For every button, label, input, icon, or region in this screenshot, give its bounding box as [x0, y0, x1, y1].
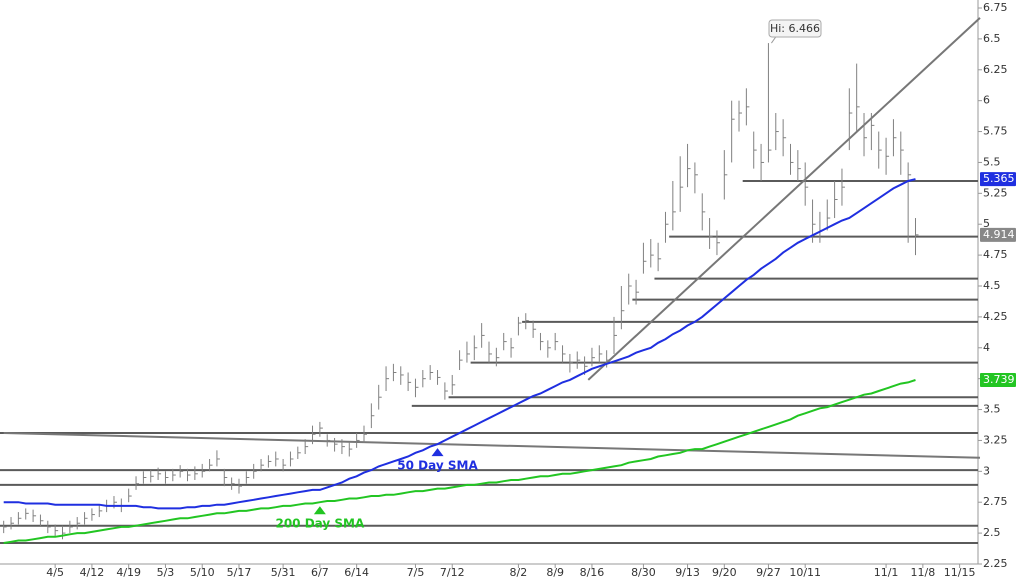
- y-tick-label: 6.75: [983, 1, 1008, 14]
- sma-arrow: [313, 506, 326, 515]
- y-tick-label: 4: [983, 341, 990, 354]
- y-tick-label: 3.5: [983, 403, 1001, 416]
- y-tick-label: 4.75: [983, 248, 1008, 261]
- x-tick-label: 5/10: [190, 566, 215, 579]
- x-tick-label: 8/16: [580, 566, 605, 579]
- y-tick-label: 3.25: [983, 433, 1008, 446]
- sma-arrow: [431, 448, 444, 457]
- y-tick-label: 6: [983, 94, 990, 107]
- y-tick-label: 6.25: [983, 63, 1008, 76]
- trendline: [3, 432, 981, 459]
- x-tick-label: 10/11: [789, 566, 821, 579]
- y-tick-label: 4.25: [983, 310, 1008, 323]
- x-tick-label: 4/12: [80, 566, 105, 579]
- sma-label: 50 Day SMA: [397, 459, 478, 473]
- x-tick-label: 8/9: [546, 566, 564, 579]
- x-tick-label: 11/8: [910, 566, 935, 579]
- high-box: [768, 19, 822, 38]
- y-tick-label: 5.25: [983, 186, 1008, 199]
- y-tick-label: 4.5: [983, 279, 1001, 292]
- y-tick-label: 5.5: [983, 155, 1001, 168]
- x-tick-label: 5/3: [157, 566, 175, 579]
- y-tick-label: 2.5: [983, 526, 1001, 539]
- x-tick-label: 11/1: [874, 566, 899, 579]
- x-tick-label: 5/17: [227, 566, 252, 579]
- x-tick-label: 7/5: [407, 566, 425, 579]
- high-label: Hi: 6.466: [770, 22, 820, 35]
- x-tick-label: 11/15: [944, 566, 976, 579]
- y-tick-label: 3: [983, 464, 990, 477]
- x-tick-label: 9/13: [675, 566, 700, 579]
- x-tick-label: 6/7: [311, 566, 329, 579]
- x-tick-label: 4/19: [116, 566, 141, 579]
- x-tick-label: 4/5: [46, 566, 64, 579]
- sma50-last-value: 5.365: [983, 172, 1015, 185]
- sma200-last-box: [980, 373, 1016, 388]
- x-tick-label: 9/27: [756, 566, 781, 579]
- x-tick-label: 8/30: [631, 566, 656, 579]
- y-tick-label: 5.75: [983, 125, 1008, 138]
- close-last-value: 4.914: [983, 228, 1015, 241]
- y-tick-label: 2.75: [983, 495, 1008, 508]
- close-last-box: [980, 227, 1016, 242]
- sma50-last-box: [980, 172, 1016, 187]
- sma200-last-value: 3.739: [983, 373, 1015, 386]
- sma-line: [3, 178, 916, 510]
- sma-label: 200 Day SMA: [275, 517, 365, 531]
- x-tick-label: 5/31: [271, 566, 296, 579]
- y-tick-label: 2.25: [983, 557, 1008, 570]
- x-tick-label: 7/12: [440, 566, 465, 579]
- y-tick-label: 5: [983, 217, 990, 230]
- sma-line: [3, 379, 916, 544]
- x-tick-label: 8/2: [510, 566, 528, 579]
- y-tick-label: 6.5: [983, 32, 1001, 45]
- x-tick-label: 6/14: [344, 566, 369, 579]
- trendline: [587, 17, 981, 381]
- x-tick-label: 9/20: [712, 566, 737, 579]
